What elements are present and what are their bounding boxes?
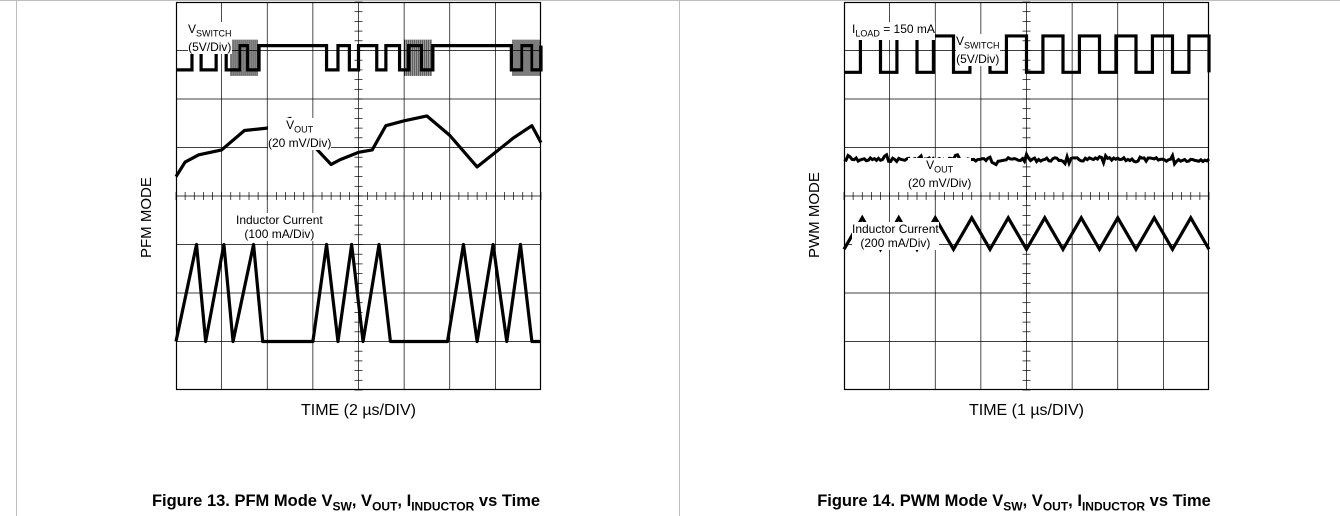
figure-caption: Figure 14. PWM Mode VSW, VOUT, IINDUCTOR… (817, 492, 1211, 514)
vout-trace (843, 150, 1211, 168)
panel-divider (679, 0, 680, 516)
x-axis-label: TIME (2 µs/DIV) (301, 402, 416, 419)
figure-caption: Figure 13. PFM Mode VSW, VOUT, IINDUCTOR… (151, 492, 541, 514)
vswitch-trace (844, 34, 1211, 74)
vout-trace (174, 114, 543, 178)
iload-annotation: ILOAD = 150 mA (852, 22, 935, 41)
y-axis-mode-label: PWM MODE (806, 172, 823, 258)
vout-label: VOUT (20 mV/Div) (268, 118, 332, 151)
panel-left-border (16, 0, 17, 516)
scope-svg-pfm (174, 1, 543, 391)
vswitch-label: VSWITCH (5V/Div) (956, 34, 1000, 67)
oscilloscope-plot-pwm: ILOAD = 150 mA VSWITCH (5V/Div) VOUT (20 m… (842, 0, 1211, 391)
scope-svg-pwm (842, 1, 1211, 391)
inductor-current-trace (174, 242, 541, 344)
y-axis-mode-label: PFM MODE (138, 177, 155, 258)
x-axis-label: TIME (1 µs/DIV) (969, 402, 1084, 419)
oscilloscope-plot-pfm: VSWITCH (5V/Div) VOUT (20 mV/Div) Inductor… (174, 0, 543, 391)
figure-14-panel: PWM MODE ILOAD = 150 mA VSWITCH (5V/Div) … (684, 0, 1340, 516)
vout-label: VOUT (20 mV/Div) (908, 158, 972, 191)
figure-13-panel: PFM MODE VSWITCH (5V/Div) VOUT (20 mV/Div)… (16, 0, 676, 516)
inductor-current-label: Inductor Current (200 mA/Div) (852, 222, 939, 250)
top-rule (0, 0, 1340, 1)
inductor-current-label: Inductor Current (100 mA/Div) (236, 213, 323, 241)
vswitch-label: VSWITCH (5V/Div) (188, 22, 232, 55)
